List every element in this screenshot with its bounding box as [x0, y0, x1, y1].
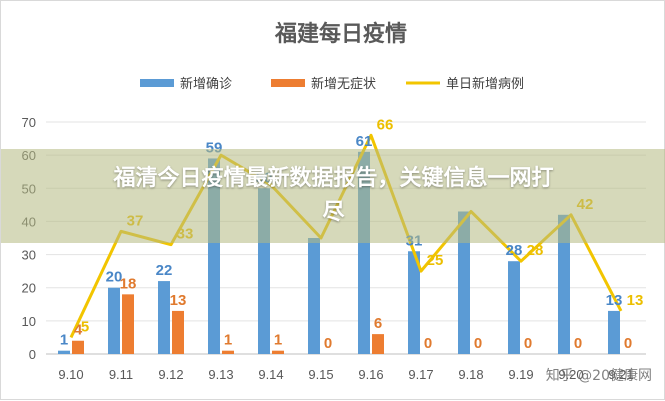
bar [558, 214, 570, 354]
data-label: 28 [506, 242, 523, 259]
data-label: 61 [356, 133, 373, 150]
data-label: 0 [574, 335, 582, 352]
headline-text: 福清今日疫情最新数据报告，关键信息一网打尽 [113, 166, 554, 225]
x-tick-label: 9.10 [58, 367, 83, 382]
bar [158, 281, 170, 354]
chart-title: 福建每日疫情 [274, 21, 407, 46]
data-label: 20 [106, 269, 123, 286]
data-label: 1 [274, 332, 282, 349]
bar [458, 211, 470, 354]
x-tick-label: 9.11 [109, 367, 133, 382]
bar [222, 350, 234, 354]
x-tick-label: 9.19 [508, 367, 533, 382]
legend-label: 新增确诊 [180, 76, 232, 91]
data-label: 0 [324, 335, 332, 352]
x-tick-label: 9.15 [308, 367, 333, 382]
bar [122, 294, 134, 354]
legend-swatch [140, 79, 174, 87]
data-label: 13 [627, 292, 644, 309]
bar [172, 310, 184, 354]
data-label: 13 [606, 292, 623, 309]
bar [72, 340, 84, 354]
data-label: 6 [374, 315, 382, 332]
data-label: 22 [156, 262, 173, 279]
y-tick-label: 70 [22, 115, 36, 130]
headline-banner: 福清今日疫情最新数据报告，关键信息一网打尽 [1, 149, 665, 243]
x-tick-label: 9.12 [158, 367, 183, 382]
watermark-text: 知乎 @20健康网 [545, 368, 652, 384]
x-tick-label: 9.18 [458, 367, 483, 382]
data-label: 0 [524, 335, 532, 352]
legend-label: 新增无症状 [311, 76, 376, 91]
data-label: 13 [170, 292, 187, 309]
bar [608, 310, 620, 354]
data-label: 66 [377, 116, 394, 133]
data-label: 4 [74, 322, 83, 339]
bar [272, 350, 284, 354]
data-label: 0 [424, 335, 432, 352]
data-label: 18 [120, 275, 137, 292]
data-label: 1 [224, 332, 232, 349]
bar [508, 261, 520, 354]
y-tick-label: 0 [29, 347, 36, 362]
data-label: 0 [624, 335, 632, 352]
x-tick-label: 9.20 [558, 367, 583, 382]
bar [308, 238, 320, 354]
bar [408, 251, 420, 354]
bar [108, 287, 120, 354]
data-label: 1 [60, 332, 68, 349]
bar [58, 350, 70, 354]
x-tick-label: 9.14 [258, 367, 283, 382]
bar [372, 334, 384, 354]
legend-label: 单日新增病例 [446, 76, 524, 91]
data-label: 28 [527, 242, 544, 259]
data-label: 5 [81, 318, 89, 335]
data-label: 25 [427, 252, 444, 269]
x-tick-label: 9.13 [208, 367, 233, 382]
y-tick-label: 20 [22, 281, 36, 296]
x-tick-label: 9.21 [608, 367, 633, 382]
legend-swatch [271, 79, 305, 87]
x-tick-label: 9.17 [408, 367, 433, 382]
y-tick-label: 10 [22, 314, 36, 329]
y-tick-label: 30 [22, 248, 36, 263]
data-label: 0 [474, 335, 482, 352]
x-tick-label: 9.16 [358, 367, 383, 382]
